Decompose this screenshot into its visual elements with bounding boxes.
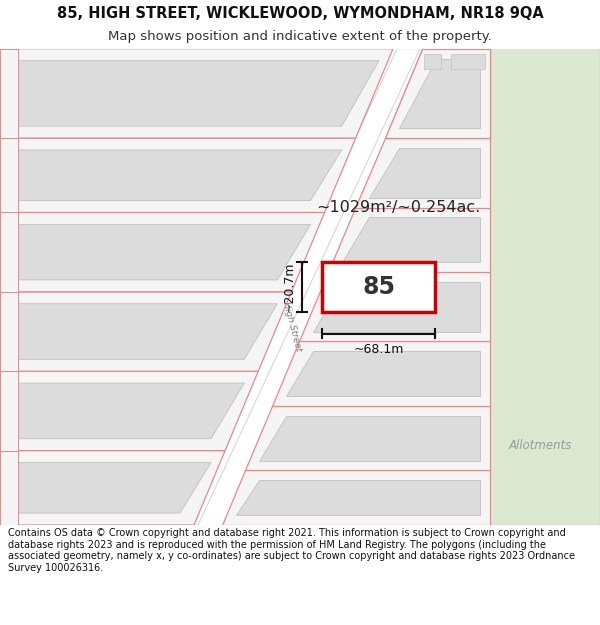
Polygon shape — [0, 49, 393, 148]
Polygon shape — [424, 54, 441, 69]
Polygon shape — [12, 462, 211, 513]
Polygon shape — [470, 49, 600, 525]
Polygon shape — [451, 54, 485, 69]
Polygon shape — [12, 224, 311, 280]
Polygon shape — [0, 451, 225, 525]
Polygon shape — [0, 213, 325, 292]
Polygon shape — [222, 471, 490, 525]
Polygon shape — [398, 59, 480, 128]
Polygon shape — [12, 304, 277, 359]
Text: High Street: High Street — [281, 301, 303, 352]
Polygon shape — [0, 138, 18, 212]
Polygon shape — [12, 150, 341, 201]
Polygon shape — [0, 451, 18, 525]
Text: 85, HIGH STREET, WICKLEWOOD, WYMONDHAM, NR18 9QA: 85, HIGH STREET, WICKLEWOOD, WYMONDHAM, … — [56, 6, 544, 21]
Text: Contains OS data © Crown copyright and database right 2021. This information is : Contains OS data © Crown copyright and d… — [8, 528, 575, 572]
Text: Allotments: Allotments — [508, 439, 572, 452]
Polygon shape — [385, 49, 490, 138]
Text: ~68.1m: ~68.1m — [353, 343, 404, 356]
Text: ~20.7m: ~20.7m — [283, 262, 296, 312]
Polygon shape — [0, 292, 18, 371]
Polygon shape — [0, 371, 18, 451]
Text: ~1029m²/~0.254ac.: ~1029m²/~0.254ac. — [316, 200, 481, 215]
Polygon shape — [0, 292, 292, 371]
Polygon shape — [328, 208, 490, 272]
Polygon shape — [12, 383, 244, 439]
Polygon shape — [175, 49, 420, 525]
Polygon shape — [272, 341, 490, 406]
Polygon shape — [259, 416, 480, 461]
Polygon shape — [342, 217, 480, 262]
Polygon shape — [286, 351, 480, 396]
Polygon shape — [12, 61, 379, 126]
Polygon shape — [313, 282, 480, 331]
Polygon shape — [245, 406, 490, 471]
Polygon shape — [0, 371, 258, 451]
Polygon shape — [0, 213, 18, 292]
Polygon shape — [0, 49, 393, 138]
Polygon shape — [0, 138, 356, 212]
Polygon shape — [236, 481, 480, 515]
Polygon shape — [385, 49, 490, 138]
Polygon shape — [322, 262, 435, 312]
Text: Map shows position and indicative extent of the property.: Map shows position and indicative extent… — [108, 30, 492, 43]
Polygon shape — [355, 138, 490, 208]
Polygon shape — [0, 49, 18, 138]
Polygon shape — [299, 272, 490, 341]
Text: 85: 85 — [362, 275, 395, 299]
Polygon shape — [370, 148, 480, 198]
